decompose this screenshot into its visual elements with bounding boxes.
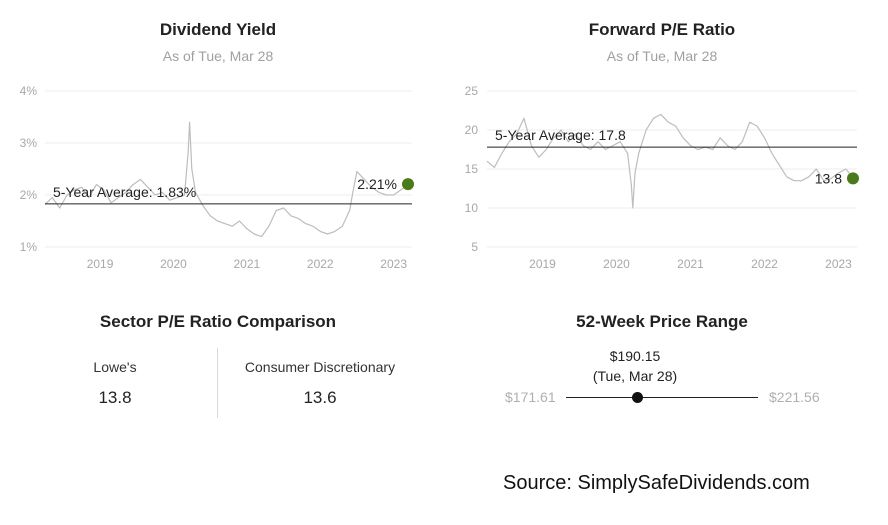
x-tick-label: 2023 <box>380 257 407 271</box>
forward-pe-subtitle: As of Tue, Mar 28 <box>606 48 718 64</box>
range-track <box>566 397 758 398</box>
current-value-marker <box>402 178 414 191</box>
y-tick-label: 15 <box>465 162 479 176</box>
sector-pe-title: Sector P/E Ratio Comparison <box>99 312 337 331</box>
sector-name: Consumer Discretionary <box>244 359 396 375</box>
comparison-divider <box>217 348 218 418</box>
average-label: 5-Year Average: 1.83% <box>53 184 196 200</box>
source-credit: Source: SimplySafeDividends.com <box>503 472 810 494</box>
forward-pe-chart: 25 20 15 10 5 2019 2020 2021 2022 2023 5-Year Aver… <box>465 84 859 271</box>
y-tick-label: 3% <box>20 136 38 150</box>
x-tick-label: 2020 <box>603 257 630 271</box>
current-value-label: 2.21% <box>357 176 397 192</box>
y-tick-label: 4% <box>20 84 38 98</box>
current-price: $190.15 <box>609 348 661 364</box>
company-pe-value: 13.8 <box>98 388 132 407</box>
x-tick-label: 2020 <box>160 257 187 271</box>
y-tick-label: 5 <box>471 240 478 254</box>
range-high: $221.56 <box>769 389 820 405</box>
sector-pe-value: 13.6 <box>303 388 337 407</box>
current-value-label: 13.8 <box>815 170 842 186</box>
series-line <box>486 113 854 209</box>
range-low: $171.61 <box>505 389 556 405</box>
x-tick-label: 2022 <box>751 257 778 271</box>
x-tick-label: 2019 <box>529 257 556 271</box>
price-range-title: 52-Week Price Range <box>576 312 748 331</box>
dividend-yield-title: Dividend Yield <box>159 20 277 39</box>
y-tick-label: 25 <box>465 84 479 98</box>
current-date: (Tue, Mar 28) <box>592 368 678 384</box>
average-label: 5-Year Average: 17.8 <box>495 127 626 143</box>
x-tick-label: 2019 <box>87 257 114 271</box>
dividend-yield-chart: 4% 3% 2% 1% 2019 2020 2021 2022 2023 5-Year Avera… <box>20 84 414 271</box>
company-name: Lowe's <box>93 359 137 375</box>
current-value-marker <box>847 172 859 185</box>
range-marker <box>631 392 643 403</box>
y-tick-label: 2% <box>20 188 38 202</box>
y-tick-label: 10 <box>465 201 479 215</box>
x-tick-label: 2021 <box>233 257 260 271</box>
x-tick-label: 2023 <box>825 257 852 271</box>
forward-pe-title: Forward P/E Ratio <box>588 20 736 39</box>
y-tick-label: 1% <box>20 240 38 254</box>
y-tick-label: 20 <box>465 123 479 137</box>
x-tick-label: 2021 <box>677 257 704 271</box>
dividend-yield-subtitle: As of Tue, Mar 28 <box>162 48 274 64</box>
x-tick-label: 2022 <box>307 257 334 271</box>
series-line <box>44 121 409 238</box>
